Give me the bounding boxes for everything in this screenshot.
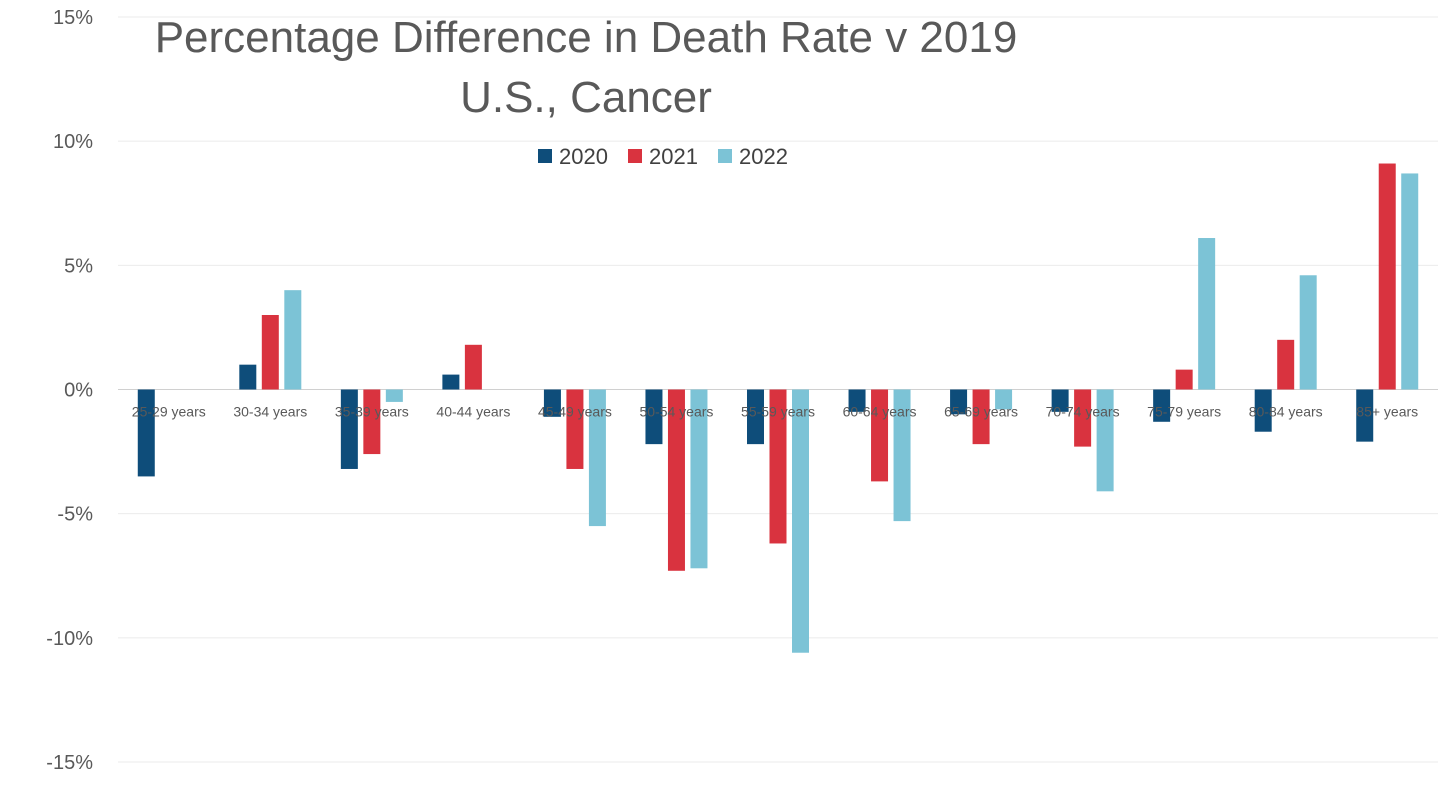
y-axis-tick-labels: 15% 10% 5% 0% -5% -10% -15% <box>46 7 93 774</box>
bar-2021-75-79-years <box>1175 369 1193 390</box>
bar-2022-75-79-years <box>1198 238 1216 390</box>
y-tick-label: -10% <box>46 628 93 650</box>
bar-2020-40-44-years <box>442 374 460 390</box>
bar-2022-55-59-years <box>792 389 809 653</box>
bar-2022-70-74-years <box>1096 389 1114 492</box>
x-tick-label: 75-79 years <box>1147 404 1221 420</box>
bar-2020-45-49-years <box>543 389 561 417</box>
legend-swatch-2020 <box>538 149 552 163</box>
x-tick-label: 65-69 years <box>944 404 1018 420</box>
bar-2020-65-69-years <box>950 389 968 415</box>
bar-2022-60-64-years <box>893 389 911 522</box>
chart-title-line-2: U.S., Cancer <box>460 73 712 122</box>
bar-2020-25-29-years <box>137 389 155 477</box>
x-tick-label: 25-29 years <box>132 404 206 420</box>
bar-2020-80-84-years <box>1254 389 1272 432</box>
x-tick-label: 80-84 years <box>1249 404 1323 420</box>
legend-label-2020: 2020 <box>559 144 608 169</box>
legend-swatch-2021 <box>628 149 642 163</box>
y-tick-label: -5% <box>57 504 93 526</box>
bar-2021-65-69-years <box>972 389 990 445</box>
x-tick-label: 85+ years <box>1356 404 1418 420</box>
y-tick-label: 5% <box>64 255 93 277</box>
bar-2021-40-44-years <box>464 344 482 390</box>
legend: 2020 2021 2022 <box>538 144 788 169</box>
x-tick-label: 55-59 years <box>741 404 815 420</box>
bar-2020-75-79-years <box>1153 389 1171 422</box>
legend-swatch-2022 <box>718 149 732 163</box>
bar-2020-35-39-years <box>340 389 358 469</box>
y-tick-label: 0% <box>64 380 93 402</box>
x-tick-label: 35-39 years <box>335 404 409 420</box>
chart-title: Percentage Difference in Death Rate v 20… <box>155 13 1018 122</box>
bar-2020-85-years <box>1356 389 1374 442</box>
bar-2020-50-54-years <box>645 389 663 445</box>
bar-2021-30-34-years <box>261 315 279 390</box>
legend-label-2021: 2021 <box>649 144 698 169</box>
x-tick-label: 30-34 years <box>233 404 307 420</box>
y-tick-label: 15% <box>53 7 93 29</box>
x-tick-label: 45-49 years <box>538 404 612 420</box>
y-tick-label: -15% <box>46 752 93 774</box>
bar-2021-60-64-years <box>871 389 889 482</box>
bar-2021-55-59-years <box>769 389 787 544</box>
y-tick-label: 10% <box>53 131 93 153</box>
bar-2021-35-39-years <box>363 389 381 455</box>
bars <box>137 163 1419 653</box>
bar-2021-80-84-years <box>1277 339 1295 390</box>
legend-label-2022: 2022 <box>739 144 788 169</box>
bar-2020-70-74-years <box>1051 389 1069 412</box>
bar-2022-80-84-years <box>1299 275 1317 390</box>
bar-2022-85-years <box>1401 173 1419 390</box>
x-axis-tick-labels: 25-29 years 30-34 years 35-39 years 40-44 y… <box>132 404 1418 420</box>
bar-2021-85-years <box>1378 163 1396 390</box>
bar-2022-30-34-years <box>284 290 302 390</box>
bar-2022-45-49-years <box>588 389 606 527</box>
x-tick-label: 60-64 years <box>843 404 917 420</box>
bar-2021-70-74-years <box>1074 389 1092 447</box>
bar-2020-30-34-years <box>239 364 257 390</box>
bar-2022-50-54-years <box>690 389 708 569</box>
x-tick-label: 40-44 years <box>436 404 510 420</box>
bar-2022-35-39-years <box>385 389 403 402</box>
bar-2021-50-54-years <box>667 389 685 571</box>
bar-2022-65-69-years <box>995 389 1013 410</box>
bar-2020-60-64-years <box>848 389 866 412</box>
x-tick-label: 50-54 years <box>639 404 713 420</box>
bar-2021-45-49-years <box>566 389 584 469</box>
chart-title-line-1: Percentage Difference in Death Rate v 20… <box>155 13 1018 62</box>
x-tick-label: 70-74 years <box>1046 404 1120 420</box>
bar-2020-55-59-years <box>747 389 764 445</box>
